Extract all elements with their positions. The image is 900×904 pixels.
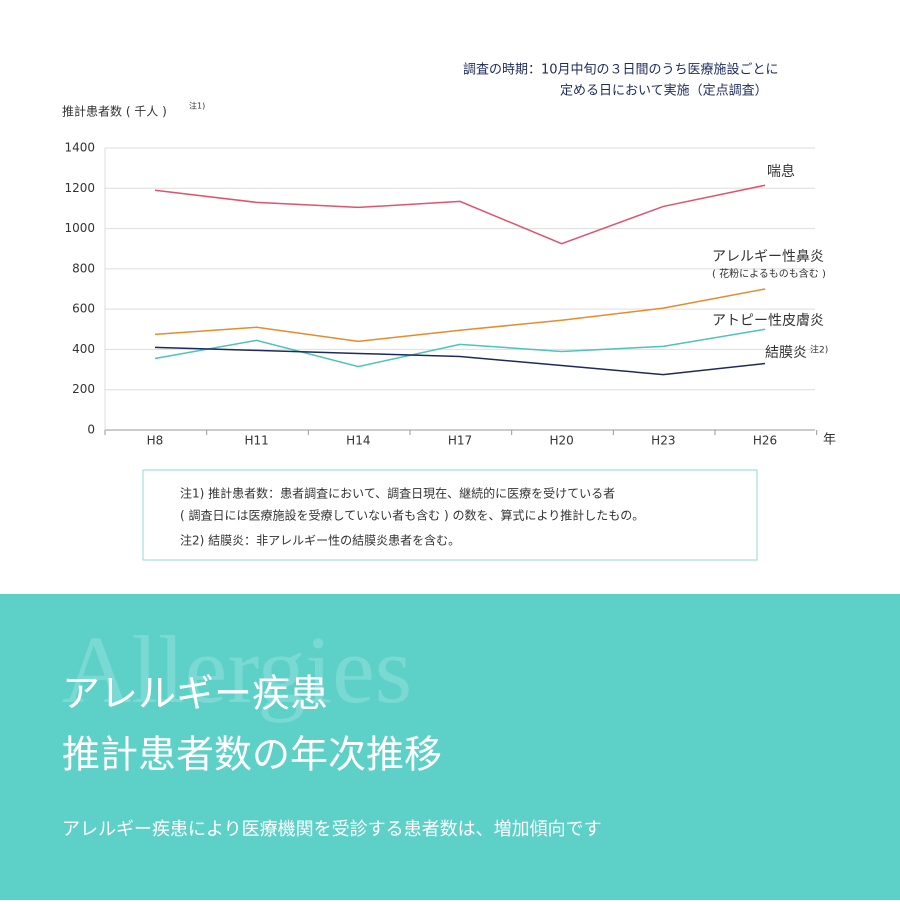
y-tick-label: 400 — [72, 342, 95, 356]
legend-sublabel: ( 花粉によるものも含む ) — [712, 267, 826, 280]
banner-title: アレルギー疾患 — [62, 672, 328, 716]
legend-label: アレルギー性鼻炎 — [712, 248, 824, 265]
x-axis-label: 年 — [823, 433, 836, 448]
legend-label: 喘息 — [767, 163, 795, 180]
x-tick-label: H8 — [147, 434, 164, 448]
x-tick-label: H20 — [550, 434, 574, 448]
x-tick-label: H14 — [346, 434, 370, 448]
survey-note: 定める日において実施（定点調査） — [560, 83, 768, 99]
series-line — [154, 288, 766, 343]
series-line — [154, 328, 766, 368]
notes-box — [142, 469, 758, 561]
series-line — [154, 184, 766, 245]
x-tick-label: H11 — [245, 434, 269, 448]
note: 注2) 結膜炎：非アレルギー性の結膜炎患者を含む。 — [180, 533, 460, 548]
banner-background-word: Allergies — [62, 616, 412, 723]
legend-label: 結膜炎 — [765, 345, 807, 361]
note: 注1) 推計患者数：患者調査において、調査日現在、継続的に医療を受けている者 — [180, 486, 615, 501]
y-tick-label: 1400 — [64, 141, 95, 155]
y-tick-label: 200 — [72, 382, 95, 396]
y-axis-label-note: 注1) — [189, 101, 205, 111]
y-tick-label: 1200 — [64, 181, 95, 195]
x-tick-label: H17 — [448, 434, 472, 448]
y-tick-label: 600 — [72, 302, 95, 316]
y-tick-label: 1000 — [64, 221, 95, 235]
note: ( 調査日には医療施設を受療していない者も含む ) の数を、算式により推計したも… — [180, 508, 644, 523]
banner-title: 推計患者数の年次推移 — [62, 733, 442, 777]
y-tick-label: 800 — [72, 261, 95, 275]
x-tick-label: H23 — [651, 434, 675, 448]
legend-note: 注2) — [810, 344, 828, 356]
banner-subtitle: アレルギー疾患により医療機関を受診する患者数は、増加傾向です — [62, 819, 602, 840]
y-axis-label: 推計患者数 ( 千人 ) — [62, 104, 167, 119]
banner — [0, 594, 900, 900]
y-tick-label: 0 — [87, 423, 95, 437]
legend-label: アトピー性皮膚炎 — [712, 313, 824, 329]
survey-note: 調査の時期：10月中旬の３日間のうち医療施設ごとに — [463, 62, 779, 78]
series-line — [154, 346, 766, 376]
x-tick-label: H26 — [753, 434, 777, 448]
